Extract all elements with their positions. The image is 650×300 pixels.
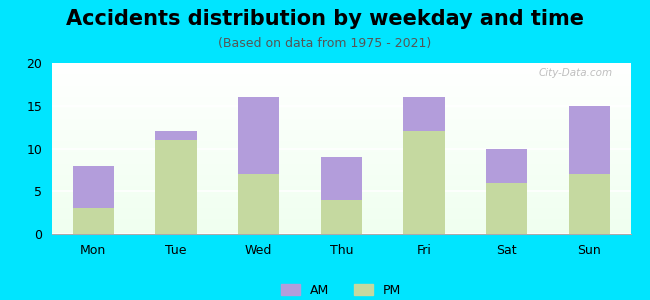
Bar [403, 131, 445, 234]
Bar [320, 200, 362, 234]
Bar [238, 174, 280, 234]
Bar [569, 174, 610, 234]
Text: (Based on data from 1975 - 2021): (Based on data from 1975 - 2021) [218, 38, 432, 50]
Bar [486, 183, 527, 234]
Bar [320, 157, 362, 200]
Bar [486, 148, 527, 183]
Text: City-Data.com: City-Data.com [539, 68, 613, 78]
Bar [238, 97, 280, 174]
Bar [155, 140, 196, 234]
Bar [403, 97, 445, 131]
Bar [73, 166, 114, 208]
Text: Accidents distribution by weekday and time: Accidents distribution by weekday and ti… [66, 9, 584, 29]
Bar [569, 106, 610, 174]
Bar [73, 208, 114, 234]
Bar [155, 131, 196, 140]
Legend: AM, PM: AM, PM [275, 278, 408, 300]
